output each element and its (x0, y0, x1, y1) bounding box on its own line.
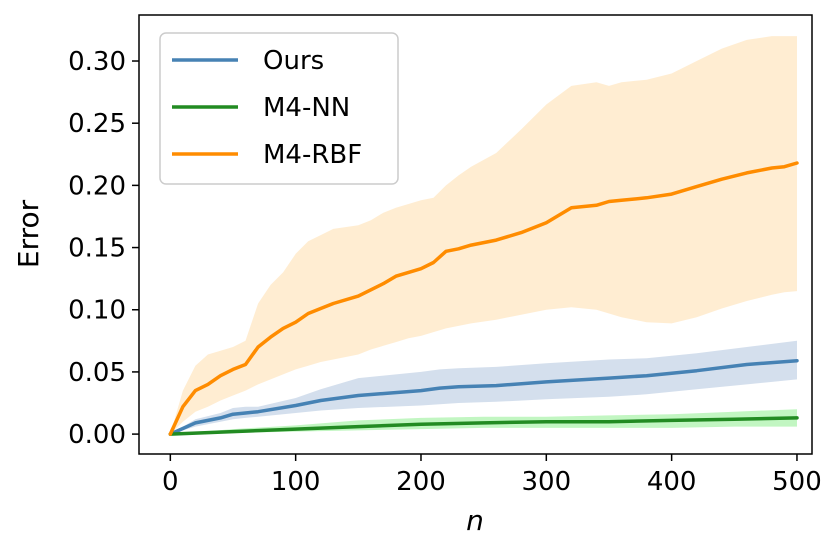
x-axis: 0 100 200 300 400 500 (162, 454, 822, 497)
y-tick-label: 0.10 (68, 296, 126, 326)
y-tick-label: 0.30 (68, 47, 126, 77)
legend-label-m4-rbf: M4-RBF (263, 140, 362, 170)
y-tick-label: 0.00 (68, 420, 126, 450)
legend-label-m4-nn: M4-NN (263, 93, 350, 123)
line-m4-nn (168, 416, 799, 436)
x-tick-label: 100 (271, 467, 321, 497)
y-tick-label: 0.15 (68, 234, 126, 264)
x-tick-label: 500 (772, 467, 822, 497)
x-tick-label: 300 (521, 467, 571, 497)
x-tick-label: 0 (162, 467, 179, 497)
y-tick-label: 0.20 (68, 171, 126, 201)
line-m4-rbf (168, 161, 799, 436)
x-axis-label: n (466, 504, 484, 537)
plot-frame (138, 14, 813, 455)
series-lines (168, 161, 799, 436)
band-m4-rbf (170, 36, 798, 435)
y-tick-label: 0.05 (68, 358, 126, 388)
line-ours (168, 358, 799, 436)
x-tick-label: 400 (647, 467, 697, 497)
y-axis: 0.00 0.05 0.10 0.15 0.20 0.25 0.30 (68, 47, 139, 450)
legend: Ours M4-NN M4-RBF (159, 32, 399, 185)
y-tick-label: 0.25 (68, 109, 126, 139)
legend-box (159, 32, 399, 185)
legend-label-ours: Ours (263, 46, 324, 76)
x-tick-label: 200 (396, 467, 446, 497)
y-axis-label: Error (12, 199, 45, 268)
